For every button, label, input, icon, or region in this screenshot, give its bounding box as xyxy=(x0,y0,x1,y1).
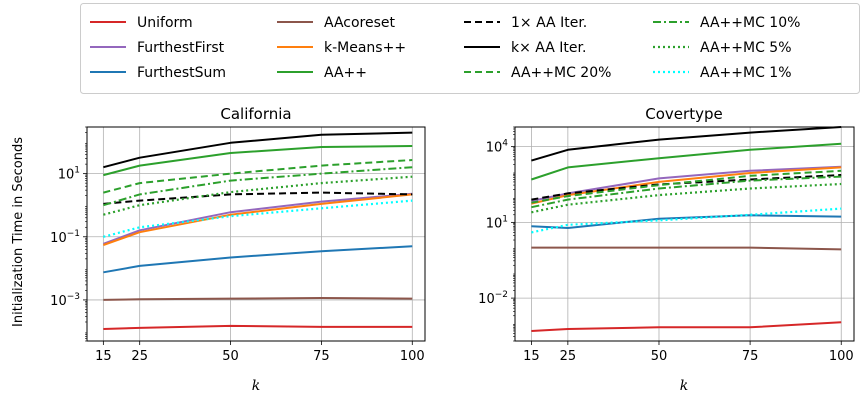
legend-label: AA++MC 20% xyxy=(511,65,611,81)
legend-label: FurthestFirst xyxy=(137,40,225,56)
series-line-uniform xyxy=(531,321,842,332)
legend-item: AA++MC 20% xyxy=(464,65,611,81)
x-tick-label: 15 xyxy=(95,349,112,364)
series-line-k-aa-iter- xyxy=(531,126,842,162)
y-tick-label: 10−2 xyxy=(478,290,508,307)
x-axis-label: k xyxy=(680,378,688,394)
legend-item: AAcoreset xyxy=(277,15,396,31)
series-line-aa-mc-20- xyxy=(531,169,842,204)
legend-label: k× AA Iter. xyxy=(511,40,586,56)
legend-item: k× AA Iter. xyxy=(464,40,586,56)
series-line-aa-mc-10- xyxy=(531,175,842,209)
legend-label: AA++ xyxy=(324,65,367,81)
series-line-aa- xyxy=(531,142,842,181)
series-line-aa-mc-10- xyxy=(103,166,413,207)
x-tick-label: 50 xyxy=(222,349,239,364)
legend-item: AA++MC 5% xyxy=(653,40,792,56)
x-tick-label: 25 xyxy=(131,349,148,364)
legend-label: 1× AA Iter. xyxy=(511,15,587,31)
x-tick-label: 50 xyxy=(651,349,668,364)
y-tick-label: 10−1 xyxy=(50,229,80,246)
series-line-1-aa-iter- xyxy=(103,191,413,205)
series-line-1-aa-iter- xyxy=(531,174,842,201)
legend-label: FurthestSum xyxy=(137,65,226,81)
chart-covertype: Covertype k 15 25 50 75 100 10−2 101 104 xyxy=(478,105,855,394)
grid xyxy=(515,127,854,341)
x-tick-label: 75 xyxy=(313,349,330,364)
legend-item: FurthestFirst xyxy=(90,40,225,56)
legend-item: AA++ xyxy=(277,65,367,81)
series-line-furthestsum xyxy=(103,245,413,274)
grid xyxy=(87,127,425,341)
series-line-aacoreset xyxy=(103,297,413,301)
series-line-aa-mc-1- xyxy=(531,207,842,234)
series-line-uniform xyxy=(103,324,413,330)
legend-label: AA++MC 5% xyxy=(700,40,792,56)
series-line-furthestsum xyxy=(531,214,842,229)
x-tick-label: 15 xyxy=(523,349,540,364)
legend-item: AA++MC 10% xyxy=(653,15,800,31)
plot-frame xyxy=(86,126,426,342)
y-tick-label: 104 xyxy=(486,139,509,156)
legend: Uniform FurthestFirst FurthestSum AAcoreset… xyxy=(80,3,860,94)
y-axis-label: Initialization Time in Seconds xyxy=(11,137,26,327)
y-tick-label: 101 xyxy=(486,214,508,231)
x-tick-label: 100 xyxy=(400,349,425,364)
legend-item: AA++MC 1% xyxy=(653,65,792,81)
series-line-aa-mc-20- xyxy=(103,159,413,194)
series-line-k-aa-iter- xyxy=(103,131,413,169)
series-line-aa- xyxy=(103,145,413,177)
legend-item: FurthestSum xyxy=(90,65,226,81)
legend-item: k-Means++ xyxy=(277,40,406,56)
legend-label: k-Means++ xyxy=(324,40,406,56)
x-tick-label: 75 xyxy=(742,349,759,364)
legend-label: Uniform xyxy=(137,15,193,31)
legend-item: 1× AA Iter. xyxy=(464,15,587,31)
chart-california: California k 15 25 50 75 100 10−3 10−1 101 xyxy=(50,105,426,394)
x-tick-label: 100 xyxy=(829,349,854,364)
legend-label: AAcoreset xyxy=(324,15,396,31)
y-tick-label: 101 xyxy=(58,166,80,183)
plot-frame xyxy=(514,126,855,342)
chart-title: California xyxy=(220,105,291,123)
series-line-k-means- xyxy=(103,193,413,246)
x-axis-label: k xyxy=(252,378,260,394)
legend-item: Uniform xyxy=(90,15,193,31)
series-line-aa-mc-1- xyxy=(103,199,413,238)
series-line-aa-mc-5- xyxy=(103,175,413,216)
series-line-aacoreset xyxy=(531,246,842,251)
series-line-aa-mc-5- xyxy=(531,182,842,214)
x-tick-label: 25 xyxy=(560,349,577,364)
legend-label: AA++MC 10% xyxy=(700,15,800,31)
y-tick-label: 10−3 xyxy=(50,292,80,309)
chart-title: Covertype xyxy=(645,105,722,123)
series-line-furthestfirst xyxy=(103,192,413,245)
legend-label: AA++MC 1% xyxy=(700,65,792,81)
